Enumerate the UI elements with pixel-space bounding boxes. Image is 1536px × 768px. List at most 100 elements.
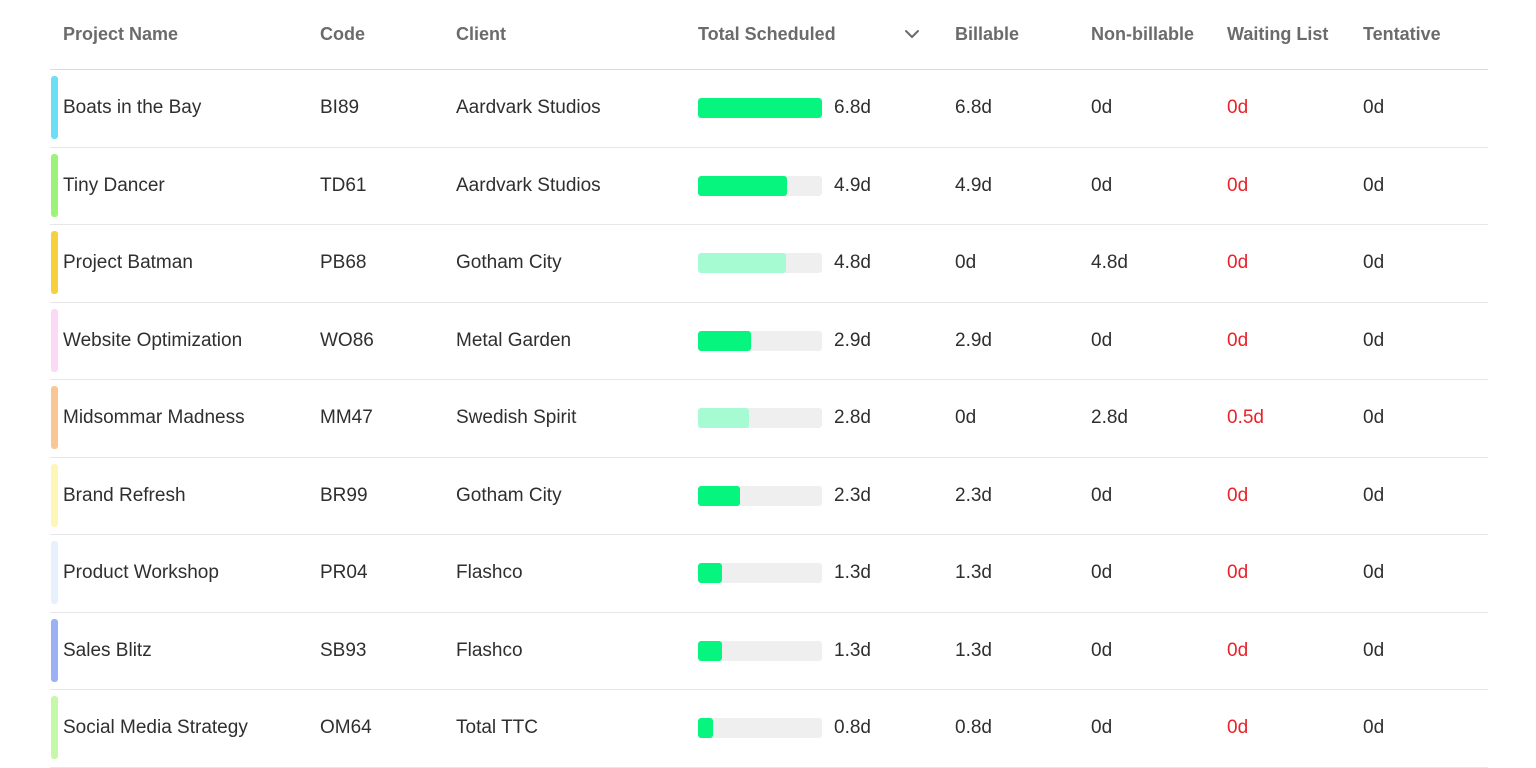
project-name[interactable]: Boats in the Bay <box>63 97 202 119</box>
non-billable-value: 0d <box>1091 717 1113 739</box>
project-name[interactable]: Product Workshop <box>63 562 219 584</box>
column-header-tentative[interactable]: Tentative <box>1363 24 1441 44</box>
total-scheduled-bar-fill <box>698 330 752 351</box>
total-scheduled-bar <box>698 485 822 506</box>
project-code: WO86 <box>320 329 374 351</box>
total-scheduled-bar <box>698 253 822 273</box>
non-billable-value: 0d <box>1091 639 1113 661</box>
table-row-8[interactable]: Sales Blitz SB93 Flashco 1.3d 1.3d 0d 0d… <box>50 613 1488 690</box>
waiting-list-value: 0d <box>1227 484 1249 506</box>
project-code: OM64 <box>320 717 372 739</box>
billable-value: 0d <box>955 252 977 274</box>
total-scheduled-value: 6.8d <box>834 97 871 119</box>
project-name[interactable]: Sales Blitz <box>63 639 152 661</box>
project-code: PB68 <box>320 252 367 274</box>
total-scheduled-bar <box>698 563 822 583</box>
total-scheduled-bar <box>698 408 822 428</box>
client-name: Gotham City <box>456 252 562 274</box>
project-name[interactable]: Tiny Dancer <box>63 174 165 196</box>
project-color-indicator <box>51 76 58 139</box>
table-row-6[interactable]: Brand Refresh BR99 Gotham City 2.3d 2.3d… <box>50 458 1488 535</box>
client-name: Total TTC <box>456 717 539 739</box>
total-scheduled-value: 2.9d <box>834 329 871 351</box>
total-scheduled-bar-fill <box>698 175 788 196</box>
waiting-list-value: 0.5d <box>1227 407 1264 429</box>
waiting-list-value: 0d <box>1227 97 1249 119</box>
column-header-total-scheduled[interactable]: Total Scheduled <box>698 24 836 44</box>
waiting-list-value: 0d <box>1227 252 1249 274</box>
project-color-indicator <box>51 541 58 604</box>
client-name: Aardvark Studios <box>456 174 601 196</box>
table-row-3[interactable]: Project Batman PB68 Gotham City 4.8d 0d … <box>50 225 1488 303</box>
total-scheduled-bar <box>698 640 822 661</box>
total-scheduled-bar-fill <box>698 563 722 583</box>
non-billable-value: 0d <box>1091 562 1113 584</box>
project-color-indicator <box>51 696 58 759</box>
total-scheduled-value: 4.8d <box>834 252 871 274</box>
table-row-7[interactable]: Product Workshop PR04 Flashco 1.3d 1.3d … <box>50 535 1488 613</box>
non-billable-value: 0d <box>1091 174 1113 196</box>
project-name[interactable]: Project Batman <box>63 252 193 274</box>
total-scheduled-value: 4.9d <box>834 174 871 196</box>
total-scheduled-bar <box>698 98 822 118</box>
tentative-value: 0d <box>1363 407 1385 429</box>
total-scheduled-bar-fill <box>698 640 722 661</box>
table-row-9[interactable]: Social Media Strategy OM64 Total TTC 0.8… <box>50 690 1488 768</box>
total-scheduled-value: 0.8d <box>834 717 871 739</box>
column-header-non-billable[interactable]: Non-billable <box>1091 24 1194 44</box>
waiting-list-value: 0d <box>1227 717 1249 739</box>
billable-value: 6.8d <box>955 97 992 119</box>
total-scheduled-bar-fill <box>698 718 713 738</box>
tentative-value: 0d <box>1363 639 1385 661</box>
project-code: PR04 <box>320 562 368 584</box>
billable-value: 2.3d <box>955 484 992 506</box>
project-color-indicator <box>51 618 58 682</box>
total-scheduled-bar <box>698 175 822 196</box>
project-name[interactable]: Brand Refresh <box>63 484 186 506</box>
table-row-4[interactable]: Website Optimization WO86 Metal Garden 2… <box>50 303 1488 380</box>
tentative-value: 0d <box>1363 562 1385 584</box>
waiting-list-value: 0d <box>1227 639 1249 661</box>
billable-value: 0d <box>955 407 977 429</box>
table-body: Boats in the Bay BI89 Aardvark Studios 6… <box>50 70 1488 768</box>
client-name: Gotham City <box>456 484 562 506</box>
non-billable-value: 4.8d <box>1091 252 1128 274</box>
total-scheduled-bar-fill <box>698 98 822 118</box>
project-name[interactable]: Midsommar Madness <box>63 407 245 429</box>
project-code: TD61 <box>320 174 367 196</box>
total-scheduled-bar <box>698 718 822 738</box>
project-name[interactable]: Website Optimization <box>63 329 243 351</box>
project-color-indicator <box>51 463 58 527</box>
column-header-client[interactable]: Client <box>456 24 507 44</box>
tentative-value: 0d <box>1363 484 1385 506</box>
billable-value: 2.9d <box>955 329 992 351</box>
tentative-value: 0d <box>1363 252 1385 274</box>
column-header-billable[interactable]: Billable <box>955 24 1020 44</box>
column-header-waiting-list[interactable]: Waiting List <box>1227 24 1329 44</box>
project-color-indicator <box>51 231 58 294</box>
project-code: SB93 <box>320 639 367 661</box>
column-header-code[interactable]: Code <box>320 24 365 44</box>
table-row-2[interactable]: Tiny Dancer TD61 Aardvark Studios 4.9d 4… <box>50 148 1488 225</box>
projects-table: Project Name Code Client Total Scheduled… <box>50 0 1488 768</box>
total-scheduled-value: 2.8d <box>834 407 871 429</box>
project-color-indicator <box>51 153 58 217</box>
non-billable-value: 0d <box>1091 97 1113 119</box>
project-color-indicator <box>51 308 58 372</box>
chevron-down-icon[interactable] <box>902 22 922 46</box>
tentative-value: 0d <box>1363 174 1385 196</box>
total-scheduled-value: 1.3d <box>834 562 871 584</box>
tentative-value: 0d <box>1363 329 1385 351</box>
column-header-project-name[interactable]: Project Name <box>63 24 179 44</box>
table-row-1[interactable]: Boats in the Bay BI89 Aardvark Studios 6… <box>50 70 1488 148</box>
non-billable-value: 2.8d <box>1091 407 1128 429</box>
total-scheduled-bar <box>698 330 822 351</box>
client-name: Swedish Spirit <box>456 407 577 429</box>
project-code: BI89 <box>320 97 360 119</box>
total-scheduled-bar-fill <box>698 408 749 428</box>
billable-value: 0.8d <box>955 717 992 739</box>
total-scheduled-value: 2.3d <box>834 484 871 506</box>
table-row-5[interactable]: Midsommar Madness MM47 Swedish Spirit 2.… <box>50 380 1488 458</box>
client-name: Flashco <box>456 562 523 584</box>
project-name[interactable]: Social Media Strategy <box>63 717 248 739</box>
